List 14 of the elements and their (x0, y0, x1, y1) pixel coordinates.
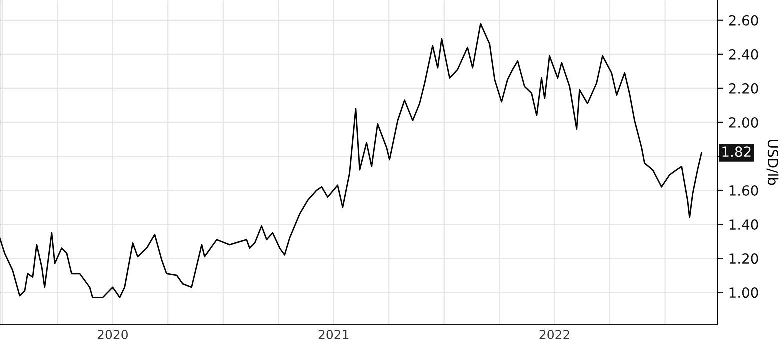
x-tick-label: 2020 (98, 330, 128, 340)
x-tick-label: 2021 (318, 330, 349, 340)
line-series (0, 23, 702, 298)
annotation: 1.82 (722, 146, 751, 158)
x-tick-label: 2022 (540, 330, 570, 340)
y-tick-label: 2.20 (729, 83, 758, 94)
y-tick-label: 1.60 (730, 185, 758, 196)
y-tick-label: 2.40 (729, 49, 758, 60)
y-tick-label: 1.40 (730, 220, 758, 230)
y-axis-title: USD/lb (766, 140, 779, 186)
y-tick-label: 2.00 (729, 117, 758, 128)
y-tick-label: 1.00 (730, 288, 758, 298)
y-tick-label: 2.60 (729, 15, 758, 26)
y-tick-label: 1.20 (730, 254, 758, 264)
